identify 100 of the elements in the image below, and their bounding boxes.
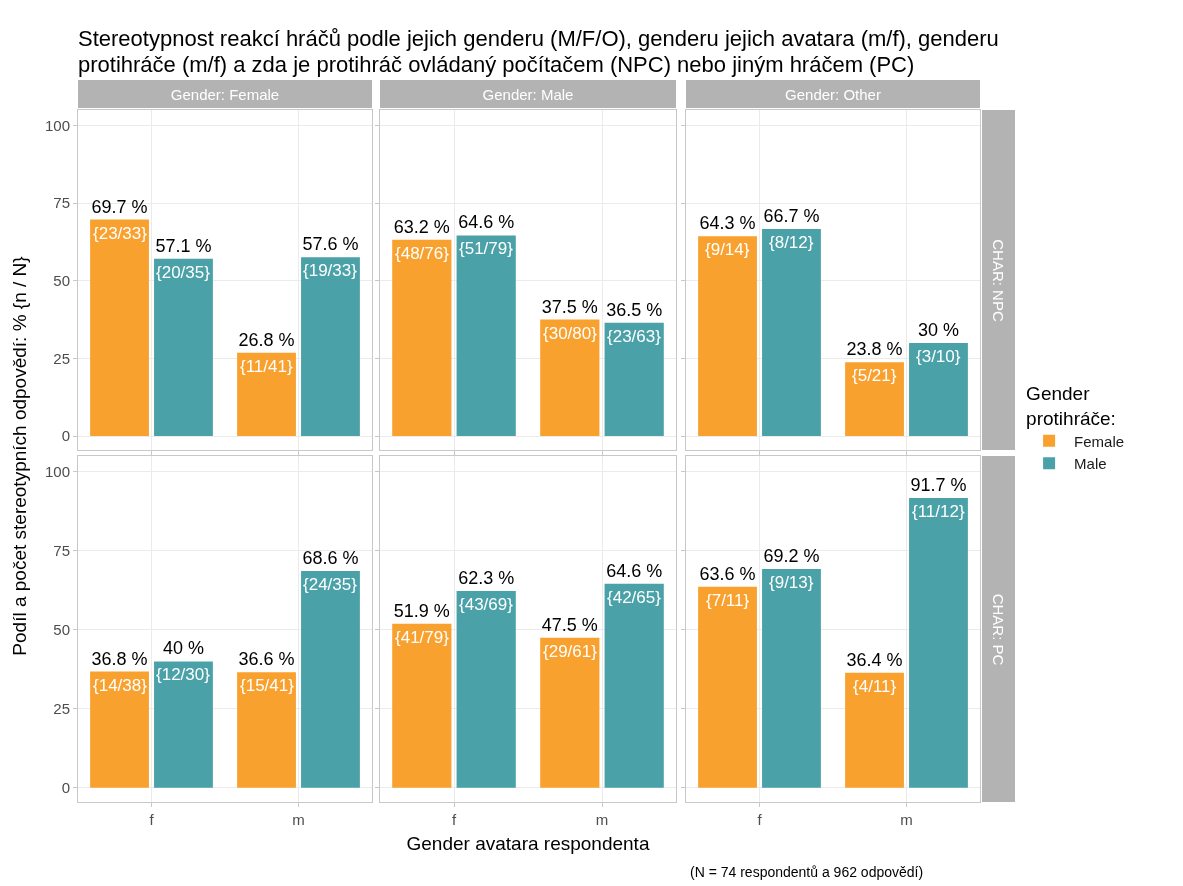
data-label: 69.2 %: [763, 546, 820, 567]
data-label: 63.2 %: [393, 216, 450, 237]
bar: [301, 257, 360, 437]
annotation: {5/21}: [852, 366, 897, 385]
x-tick-label: m: [292, 811, 305, 828]
data-label: 63.6 %: [699, 563, 756, 584]
bar: [909, 342, 968, 437]
bar: [845, 672, 904, 788]
data-label: 26.8 %: [238, 329, 295, 350]
bar: [604, 322, 664, 437]
bar: [540, 637, 600, 788]
bar: [698, 236, 757, 437]
data-label: 64.3 %: [699, 213, 756, 234]
y-tick-label: 100: [44, 463, 70, 481]
annotation: {30/80}: [543, 324, 598, 343]
data-label: 66.7 %: [763, 205, 820, 226]
y-tick-label: 25: [53, 349, 70, 367]
x-tick-label: f: [757, 811, 763, 828]
data-label: 40 %: [162, 638, 204, 659]
bar: [540, 319, 600, 437]
bar: [237, 352, 296, 437]
annotation: {9/14}: [705, 240, 750, 259]
y-axis-title: Podíl a počet stereotypních odpovědí: % {n / N}: [9, 256, 31, 656]
y-tick-label: 25: [53, 700, 70, 718]
bar: [154, 661, 213, 788]
chart-subtitle: Gender: Other: [686, 80, 980, 108]
y-tick-label: 50: [53, 621, 70, 639]
bar: [456, 590, 516, 788]
y2-axis-title: CHAR: PC: [990, 593, 1007, 665]
data-label: 91.7 %: [910, 475, 967, 496]
x-axis-title: Gender avatara respondenta: [406, 833, 650, 855]
annotation: {8/12}: [769, 233, 814, 252]
annotation: {14/38}: [93, 676, 148, 695]
bar: [845, 362, 904, 437]
bar: [392, 239, 452, 437]
data-label: 51.9 %: [393, 600, 450, 621]
annotation: {23/63}: [607, 327, 662, 346]
annotation: {15/41}: [240, 676, 295, 695]
text: (N = 74 respondentů a 962 odpovědí): [690, 864, 924, 880]
chart-subtitle: Gender: Female: [78, 80, 372, 108]
data-label: 64.6 %: [606, 560, 663, 581]
x-tick-label: m: [595, 811, 609, 828]
data-label: 36.6 %: [238, 649, 295, 670]
x-tick-label: f: [149, 811, 155, 828]
annotation: {11/41}: [240, 357, 293, 376]
bar: [762, 228, 821, 437]
annotation: {29/61}: [543, 642, 598, 661]
legend-label: Male: [1074, 455, 1107, 473]
bar: [909, 498, 968, 788]
bar: [456, 235, 516, 437]
annotation: {41/79}: [395, 628, 450, 647]
annotation: {11/12}: [912, 502, 965, 521]
data-label: 62.3 %: [458, 567, 515, 588]
bar: [90, 219, 149, 437]
bar: [392, 623, 452, 788]
data-label: 64.6 %: [458, 212, 515, 233]
bar: [698, 586, 757, 788]
annotation: {20/35}: [156, 263, 211, 282]
x-tick-label: f: [451, 811, 457, 828]
annotation: {23/33}: [93, 224, 148, 243]
bar: [154, 258, 213, 437]
data-label: 37.5 %: [541, 296, 598, 317]
bar: [90, 671, 149, 788]
data-label: 23.8 %: [846, 339, 903, 360]
chart-subtitle: Gender: Male: [380, 80, 676, 108]
data-label: 57.6 %: [302, 234, 359, 255]
bar: [762, 569, 821, 788]
data-label: 69.7 %: [91, 196, 148, 217]
annotation: {4/11}: [853, 677, 897, 696]
legend-title: Gender protihráče:: [1026, 382, 1116, 429]
legend-label: Female: [1074, 432, 1125, 450]
bar: [237, 672, 296, 788]
annotation: {9/13}: [769, 573, 814, 592]
annotation: {3/10}: [916, 347, 961, 366]
annotation: {43/69}: [459, 595, 514, 614]
x-tick-label: m: [900, 811, 913, 828]
annotation: {19/33}: [303, 261, 358, 280]
y-tick-label: 0: [61, 779, 70, 797]
bar: [604, 583, 664, 788]
data-label: 57.1 %: [155, 235, 212, 256]
annotation: {7/11}: [706, 591, 750, 610]
data-label: 68.6 %: [302, 548, 359, 569]
text: Stereotypnost reakcí hráčů podle jejich genderu (M/F/O), genderu jejich avatara (m/f), genderu protihráče (m/f) a zda je protihráč ovládaný počítačem (NPC) nebo jiným hráčem (PC): [78, 26, 1000, 78]
y-tick-label: 100: [44, 116, 70, 134]
y-tick-label: 75: [53, 542, 70, 560]
bar: [301, 571, 360, 788]
annotation: {42/65}: [607, 588, 662, 607]
data-label: 47.5 %: [541, 614, 598, 635]
annotation: {12/30}: [156, 665, 211, 684]
annotation: {51/79}: [459, 239, 514, 258]
y-tick-label: 0: [61, 427, 70, 445]
y-tick-label: 75: [53, 194, 70, 212]
data-label: 36.5 %: [606, 299, 663, 320]
y-tick-label: 50: [53, 272, 70, 290]
data-label: 36.4 %: [846, 649, 903, 670]
annotation: {24/35}: [303, 575, 358, 594]
y2-axis-title: CHAR: NPC: [990, 238, 1008, 322]
annotation: {48/76}: [395, 244, 450, 263]
data-label: 36.8 %: [91, 648, 148, 669]
data-label: 30 %: [917, 319, 959, 340]
